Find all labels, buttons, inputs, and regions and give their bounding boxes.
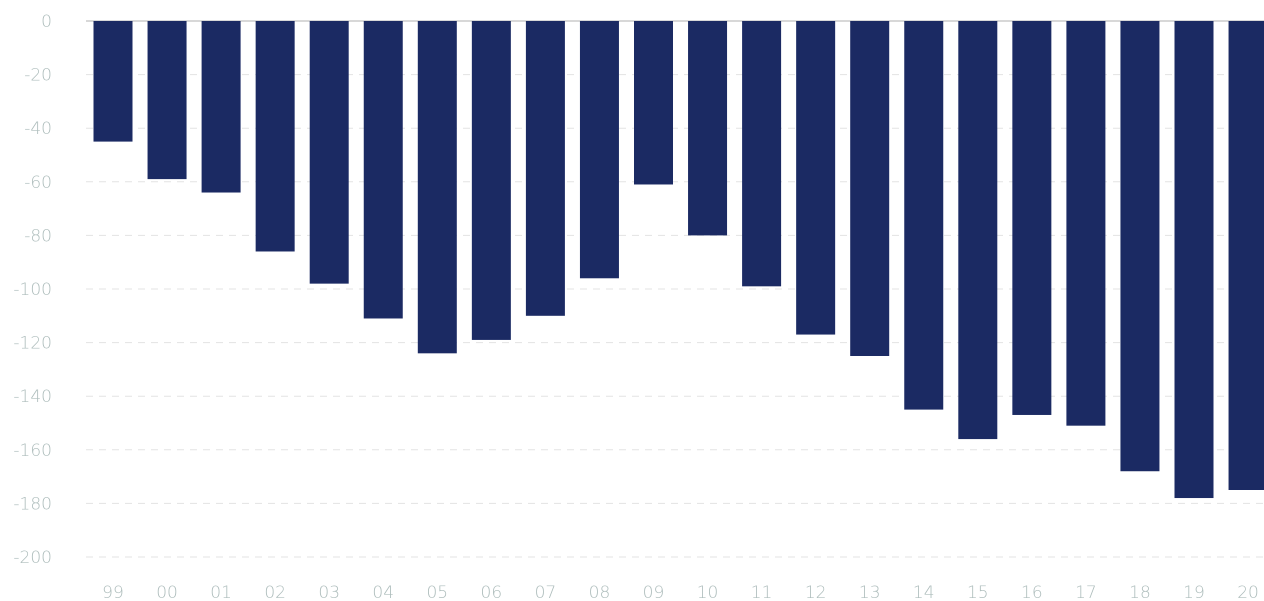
x-tick-label: 04: [372, 583, 394, 601]
x-tick-label: 00: [156, 583, 178, 601]
bar-05: [417, 21, 457, 354]
x-tick-label: 14: [913, 583, 935, 601]
x-tick-label: 99: [102, 583, 124, 601]
bar-07: [525, 21, 565, 316]
x-tick-label: 19: [1183, 583, 1205, 601]
bar-16: [1012, 21, 1052, 415]
bar-00: [147, 21, 187, 180]
bar-15: [958, 21, 998, 440]
y-tick-label: -40: [24, 119, 52, 139]
x-tick-label: 01: [210, 583, 232, 601]
bar-13: [850, 21, 890, 356]
y-tick-label: -100: [13, 280, 52, 300]
x-tick-label: 10: [697, 583, 719, 601]
bar-19: [1174, 21, 1214, 499]
x-tick-label: 20: [1237, 583, 1259, 601]
bar-17: [1066, 21, 1106, 426]
x-tick-label: 13: [859, 583, 881, 601]
x-tick-label: 09: [643, 583, 665, 601]
x-tick-label: 15: [967, 583, 989, 601]
y-tick-label: -60: [24, 173, 52, 193]
x-tick-label: 11: [751, 583, 773, 601]
y-tick-label: 0: [41, 12, 52, 32]
x-tick-label: 03: [318, 583, 340, 601]
x-tick-label: 02: [264, 583, 286, 601]
x-tick-label: 06: [481, 583, 503, 601]
x-tick-label: 16: [1021, 583, 1043, 601]
x-axis-ticks: 99 00 01 02 03 04 05 06 07 08 09 10 11 12 13 14 15 16 17 18…: [102, 583, 1259, 601]
bars: [93, 21, 1264, 499]
bar-12: [796, 21, 836, 335]
y-axis-ticks: 0 -20 -40 -60 -80 -100 -120 -140 -160 -180 -200: [13, 12, 52, 568]
x-tick-label: 12: [805, 583, 827, 601]
x-tick-label: 07: [535, 583, 557, 601]
x-tick-label: 18: [1129, 583, 1151, 601]
y-tick-label: -160: [13, 441, 52, 461]
bar-09: [634, 21, 673, 185]
bar-14: [904, 21, 944, 410]
bar-10: [688, 21, 728, 236]
y-tick-label: -140: [13, 387, 52, 407]
bar-99: [93, 21, 133, 142]
bar-11: [742, 21, 782, 287]
bar-20: [1228, 21, 1264, 490]
bar-06: [471, 21, 511, 340]
bar-01: [201, 21, 241, 193]
bar-08: [579, 21, 619, 279]
x-tick-label: 17: [1075, 583, 1097, 601]
y-tick-label: -20: [24, 66, 52, 86]
bar-04: [363, 21, 403, 319]
y-tick-label: -180: [13, 494, 52, 514]
bar-02: [255, 21, 295, 252]
bar-18: [1120, 21, 1160, 472]
x-tick-label: 08: [589, 583, 611, 601]
y-tick-label: -80: [24, 226, 52, 246]
y-tick-label: -120: [13, 334, 52, 354]
x-tick-label: 05: [426, 583, 448, 601]
y-tick-label: -200: [13, 548, 52, 568]
bar-03: [309, 21, 349, 284]
